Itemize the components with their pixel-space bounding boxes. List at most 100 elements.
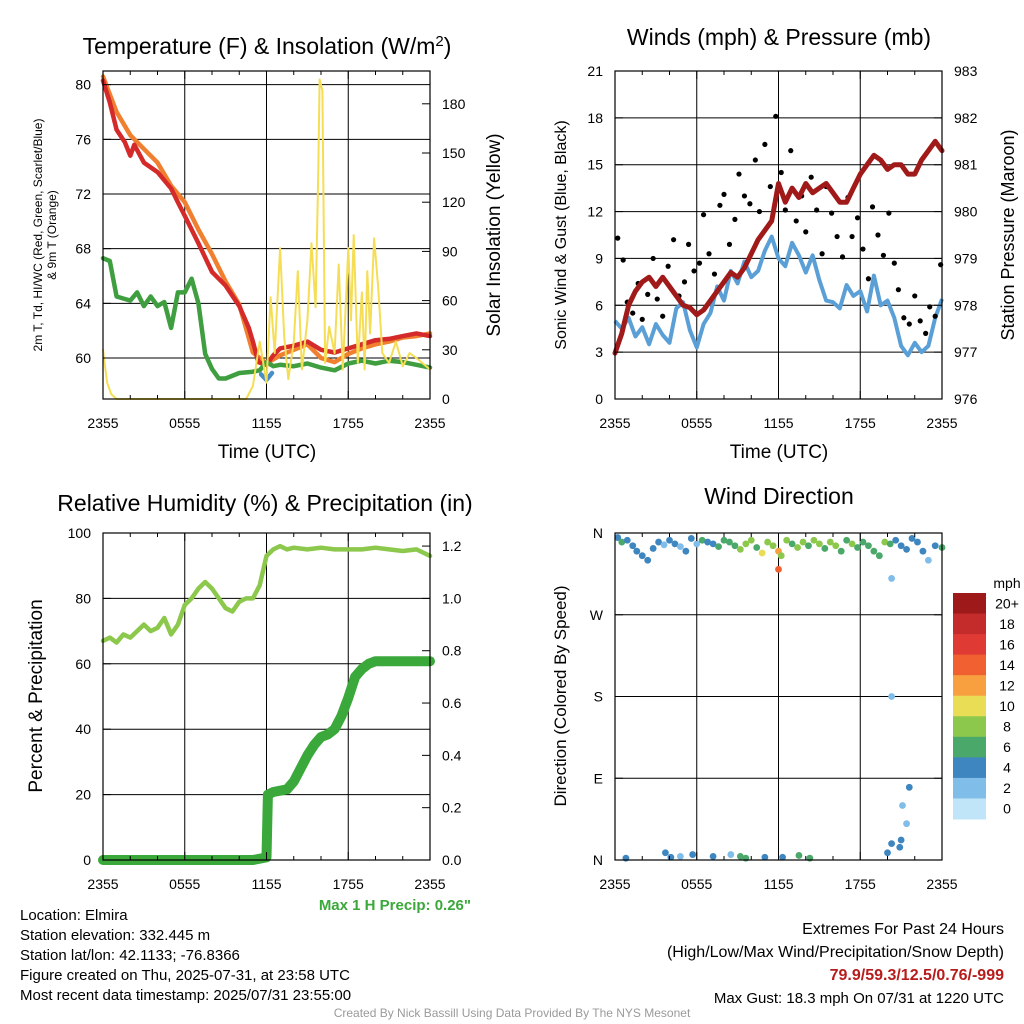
gust-point [932, 313, 938, 319]
gust-point [839, 254, 846, 260]
direction-point [726, 538, 733, 546]
gust-point [696, 260, 703, 266]
wdir-y-ticks: N E S W N [590, 525, 942, 868]
winds-series [612, 113, 945, 358]
temp-y-label-line2: & 9m T (Orange) [45, 190, 59, 280]
gust-point [880, 252, 887, 258]
y2-tick-label: 1.0 [442, 590, 462, 606]
y-tick-label: 64 [75, 295, 91, 311]
gust-point [756, 208, 763, 215]
gust-point [639, 316, 645, 322]
x-tick-label: 2355 [414, 415, 445, 431]
extremes-values: 79.9/59.3/12.5/0.76/-999 [829, 967, 1004, 984]
gust-point [670, 237, 677, 243]
rh-x-ticks: 2355 0555 1155 1755 2355 [87, 533, 446, 892]
gust-point [782, 207, 788, 213]
y2-tick-label: 180 [442, 96, 466, 112]
colorbar-swatch [953, 593, 986, 615]
y-tick-label: S [594, 689, 603, 705]
direction-point [618, 538, 626, 546]
gust-point [650, 255, 656, 262]
wdir-title: Wind Direction [704, 483, 854, 509]
wdir-x-ticks: 2355 0555 1155 1755 2355 [599, 533, 958, 892]
gust-point [665, 263, 671, 269]
y-tick-label: 15 [587, 157, 603, 173]
wdir-series [614, 534, 946, 862]
direction-point [905, 783, 913, 791]
latlon-text: Station lat/lon: 42.1133; -76.8366 [20, 947, 240, 964]
temp-y-label-line1: 2m T, Td, HI/WC (Red, Green, Scarlet/Blu… [31, 119, 45, 352]
direction-point [769, 542, 777, 550]
direction-point [899, 802, 906, 809]
direction-point [666, 536, 673, 544]
gust-point [923, 330, 929, 336]
direction-point [677, 543, 684, 551]
direction-point [788, 540, 796, 548]
direction-point [897, 836, 905, 844]
y-tick-label: 20 [75, 787, 91, 803]
max-gust-text: Max Gust: 18.3 mph On 07/31 at 1220 UTC [713, 990, 1004, 1007]
rh-title: Relative Humidity (%) & Precipitation (i… [57, 490, 472, 516]
gust-point [732, 216, 738, 222]
gust-point [778, 169, 784, 176]
x-tick-label: 0555 [169, 415, 200, 431]
temp-y2-label: Solar Insolation (Yellow) [484, 133, 505, 336]
direction-point [660, 541, 668, 549]
colorbar-swatch [953, 675, 986, 697]
gust-point [814, 207, 820, 213]
gust-point [773, 113, 779, 119]
direction-point [826, 538, 834, 546]
temp-series-line-2 [100, 255, 433, 381]
direction-point [736, 545, 744, 553]
direction-point [783, 536, 791, 544]
gust-point [912, 293, 918, 299]
colorbar-swatch [953, 654, 986, 676]
direction-point [897, 542, 905, 550]
gust-point [901, 315, 907, 321]
direction-point [870, 547, 878, 555]
x-tick-label: 0555 [169, 876, 200, 892]
x-tick-label: 1755 [333, 876, 364, 892]
direction-point [698, 536, 706, 544]
gust-point [829, 210, 835, 216]
temp-x-ticks: 2355 0555 1155 1755 2355 [87, 71, 446, 431]
gust-point [860, 246, 866, 252]
max-precip-annotation: Max 1 H Precip: 0.26" [319, 897, 471, 914]
y-tick-label: 0 [83, 852, 91, 868]
y2-tick-label: 982 [954, 110, 978, 126]
direction-point [779, 853, 786, 861]
y2-tick-label: 983 [954, 63, 978, 79]
colorbar-swatch [953, 798, 986, 820]
y2-tick-label: 980 [954, 204, 978, 220]
direction-point [931, 542, 939, 550]
temp-x-label: Time (UTC) [218, 442, 317, 463]
winds-x-label: Time (UTC) [730, 442, 829, 463]
winds-x-ticks: 2355 0555 1155 1755 2355 [599, 71, 958, 431]
direction-point [848, 540, 856, 548]
gust-point [886, 210, 892, 216]
y-tick-label: 68 [75, 241, 91, 257]
y2-tick-label: 1.2 [442, 538, 462, 554]
credit-line: Created By Nick Bassill Using Data Provi… [333, 1006, 691, 1020]
wdir-y-label: Direction (Colored By Speed) [551, 585, 570, 806]
y-tick-label: 21 [587, 63, 603, 79]
y2-tick-label: 0.0 [442, 852, 462, 868]
y-tick-label: W [590, 607, 604, 623]
colorbar-label: 4 [1003, 760, 1011, 776]
gust-point [681, 279, 688, 285]
direction-point [886, 540, 894, 548]
gust-point [808, 174, 814, 180]
colorbar-unit: mph [993, 575, 1020, 591]
gust-point [793, 218, 799, 224]
colorbar-swatch [953, 716, 986, 738]
x-tick-label: 1755 [333, 415, 364, 431]
direction-point [821, 545, 829, 552]
extremes-box: Extremes For Past 24 Hours (High/Low/Max… [667, 918, 1004, 1010]
direction-point [919, 547, 927, 555]
gust-point [685, 241, 692, 247]
gust-point [762, 141, 768, 148]
colorbar-swatch [953, 613, 986, 635]
direction-point [677, 852, 684, 860]
x-tick-label: 1155 [763, 415, 793, 431]
